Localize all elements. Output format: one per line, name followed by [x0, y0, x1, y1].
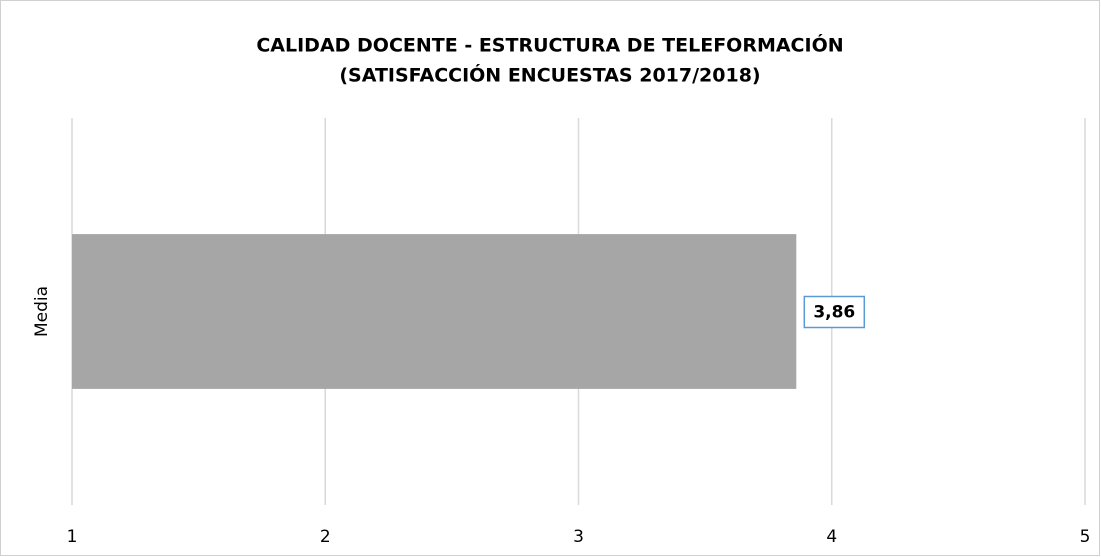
chart-title: CALIDAD DOCENTE - ESTRUCTURA DE TELEFORM… [256, 33, 843, 57]
y-tick-label: Media [32, 286, 52, 337]
x-tick-label: 4 [826, 527, 837, 547]
x-tick-label: 1 [67, 527, 78, 547]
x-tick-label: 3 [573, 527, 584, 547]
chart-title: (SATISFACCIÓN ENCUESTAS 2017/2018) [339, 63, 760, 87]
bar [72, 234, 797, 389]
data-label-box [803, 295, 866, 329]
x-tick-label: 5 [1080, 527, 1091, 547]
data-label: 3,86 [813, 303, 855, 323]
x-tick-label: 2 [320, 527, 331, 547]
